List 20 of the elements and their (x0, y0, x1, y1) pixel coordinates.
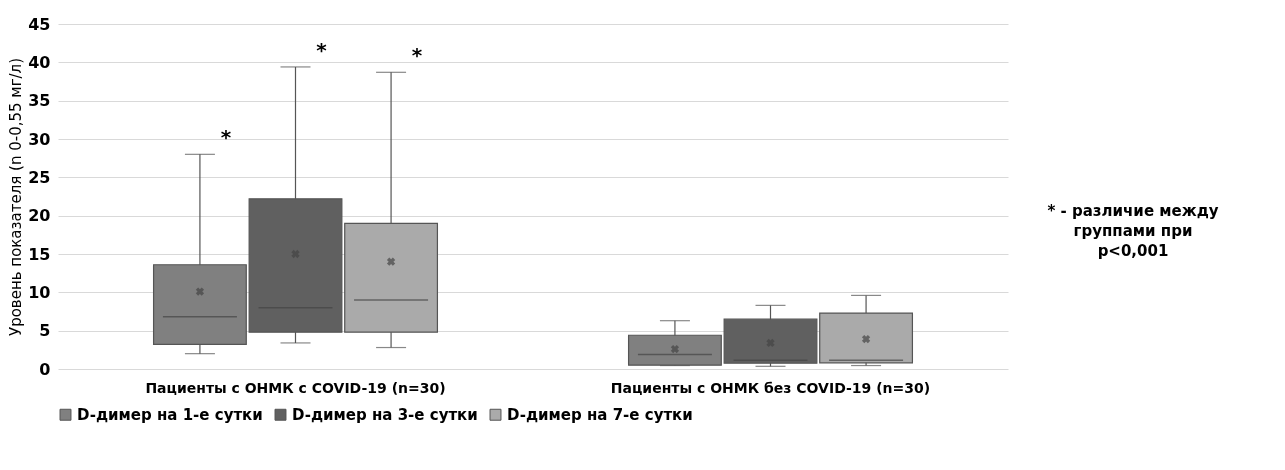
y-tick-label: 25 (28, 167, 51, 187)
legend-label: D-димер на 7-е сутки (507, 405, 693, 424)
y-tick-label: 15 (28, 244, 51, 264)
y-tick-label: 30 (28, 129, 51, 149)
y-tick-label: 40 (28, 52, 51, 72)
y-tick-label: 20 (28, 206, 51, 226)
annotation: * (411, 43, 423, 68)
annotation: * (316, 37, 328, 62)
x-tick-label: Пациенты с ОНМК без COVID-19 (n=30) (610, 379, 931, 396)
y-tick-label: 10 (28, 282, 51, 302)
legend-label: D-димер на 3-е сутки (292, 405, 478, 424)
y-tick-label: 35 (28, 91, 51, 111)
y-tick-label: 0 (39, 359, 51, 379)
annotation: * (220, 125, 232, 150)
legend-label: D-димер на 1-е сутки (77, 405, 263, 424)
x-tick-label: Пациенты с ОНМК с COVID-19 (n=30) (145, 379, 446, 396)
y-axis-title: Уровень показателя (n 0-0,55 мг/л) (7, 57, 26, 337)
y-tick-label: 5 (39, 321, 51, 341)
y-tick-label: 45 (28, 14, 51, 34)
text: * - различие между группами при p<0,001 (1047, 202, 1219, 260)
